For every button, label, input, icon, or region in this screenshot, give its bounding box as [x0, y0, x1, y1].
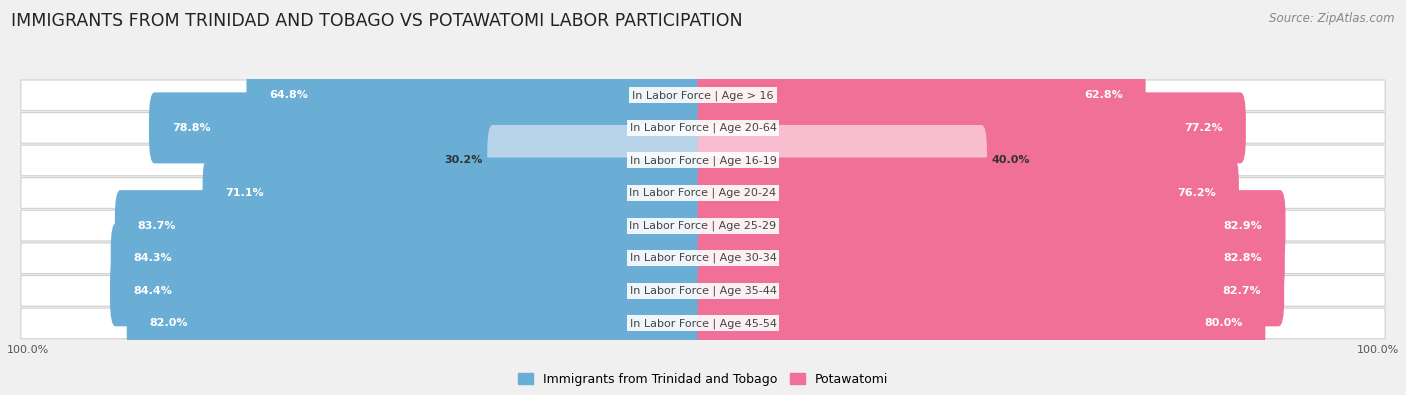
FancyBboxPatch shape	[149, 92, 709, 164]
FancyBboxPatch shape	[697, 255, 1284, 326]
FancyBboxPatch shape	[127, 288, 709, 359]
Text: In Labor Force | Age 16-19: In Labor Force | Age 16-19	[630, 155, 776, 166]
Text: 76.2%: 76.2%	[1177, 188, 1216, 198]
FancyBboxPatch shape	[246, 60, 709, 131]
Text: 71.1%: 71.1%	[225, 188, 264, 198]
FancyBboxPatch shape	[21, 275, 1385, 306]
Text: In Labor Force | Age 20-64: In Labor Force | Age 20-64	[630, 122, 776, 133]
FancyBboxPatch shape	[697, 190, 1285, 261]
Text: In Labor Force | Age 20-24: In Labor Force | Age 20-24	[630, 188, 776, 198]
Text: IMMIGRANTS FROM TRINIDAD AND TOBAGO VS POTAWATOMI LABOR PARTICIPATION: IMMIGRANTS FROM TRINIDAD AND TOBAGO VS P…	[11, 12, 742, 30]
Text: 83.7%: 83.7%	[138, 221, 176, 231]
FancyBboxPatch shape	[21, 308, 1385, 339]
Text: 82.0%: 82.0%	[149, 318, 188, 328]
Text: In Labor Force | Age 30-34: In Labor Force | Age 30-34	[630, 253, 776, 263]
Text: 84.4%: 84.4%	[134, 286, 172, 296]
FancyBboxPatch shape	[697, 125, 987, 196]
FancyBboxPatch shape	[111, 223, 709, 294]
FancyBboxPatch shape	[697, 92, 1246, 164]
Text: In Labor Force | Age 35-44: In Labor Force | Age 35-44	[630, 286, 776, 296]
FancyBboxPatch shape	[488, 125, 709, 196]
Text: 82.8%: 82.8%	[1223, 253, 1261, 263]
FancyBboxPatch shape	[21, 145, 1385, 176]
Text: 82.9%: 82.9%	[1223, 221, 1263, 231]
FancyBboxPatch shape	[21, 243, 1385, 274]
FancyBboxPatch shape	[697, 60, 1146, 131]
FancyBboxPatch shape	[115, 190, 709, 261]
Text: In Labor Force | Age > 16: In Labor Force | Age > 16	[633, 90, 773, 101]
FancyBboxPatch shape	[202, 158, 709, 229]
Text: 40.0%: 40.0%	[991, 156, 1031, 166]
Text: 30.2%: 30.2%	[444, 156, 482, 166]
Text: 100.0%: 100.0%	[7, 344, 49, 355]
FancyBboxPatch shape	[110, 255, 709, 326]
Text: Source: ZipAtlas.com: Source: ZipAtlas.com	[1270, 12, 1395, 25]
FancyBboxPatch shape	[21, 178, 1385, 209]
Text: In Labor Force | Age 45-54: In Labor Force | Age 45-54	[630, 318, 776, 329]
Text: 82.7%: 82.7%	[1223, 286, 1261, 296]
Legend: Immigrants from Trinidad and Tobago, Potawatomi: Immigrants from Trinidad and Tobago, Pot…	[513, 368, 893, 391]
FancyBboxPatch shape	[21, 80, 1385, 111]
Text: 77.2%: 77.2%	[1184, 123, 1223, 133]
Text: 62.8%: 62.8%	[1084, 90, 1122, 100]
Text: 78.8%: 78.8%	[172, 123, 211, 133]
Text: 100.0%: 100.0%	[1357, 344, 1399, 355]
FancyBboxPatch shape	[21, 210, 1385, 241]
FancyBboxPatch shape	[697, 158, 1239, 229]
Text: In Labor Force | Age 25-29: In Labor Force | Age 25-29	[630, 220, 776, 231]
FancyBboxPatch shape	[697, 288, 1265, 359]
Text: 80.0%: 80.0%	[1204, 318, 1243, 328]
Text: 84.3%: 84.3%	[134, 253, 173, 263]
FancyBboxPatch shape	[21, 113, 1385, 143]
FancyBboxPatch shape	[697, 223, 1285, 294]
Text: 64.8%: 64.8%	[270, 90, 308, 100]
